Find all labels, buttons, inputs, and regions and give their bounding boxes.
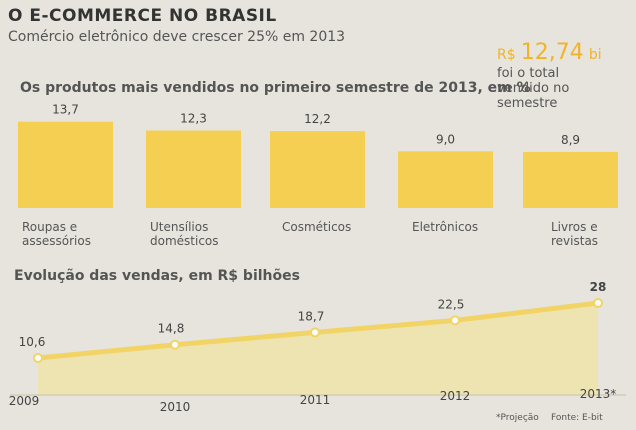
bar xyxy=(398,151,493,208)
category-label: Utensílios domésticos xyxy=(150,220,219,248)
category-label: Cosméticos xyxy=(282,220,352,234)
value-label: 9,0 xyxy=(436,132,455,146)
highlight-prefix: R$ xyxy=(497,47,516,63)
line-chart-title: Evolução das vendas, em R$ bilhões xyxy=(14,268,300,284)
value-label: 28 xyxy=(590,280,607,294)
subtitle: Comércio eletrônico deve crescer 25% em … xyxy=(8,29,346,45)
category-label: Roupas e assessórios xyxy=(22,220,91,248)
value-label: 13,7 xyxy=(52,103,79,117)
point xyxy=(450,315,460,326)
highlight-value: 12,74 xyxy=(520,40,584,65)
value-label: 10,6 xyxy=(19,335,46,349)
bar xyxy=(270,131,365,208)
source: Fonte: E-bit xyxy=(551,413,603,423)
x-tick-label: 2009 xyxy=(9,394,40,408)
category-label: Eletrônicos xyxy=(412,220,479,234)
value-label: 14,8 xyxy=(158,322,185,336)
bar xyxy=(146,130,241,208)
x-tick-label: 2012 xyxy=(440,389,471,403)
title: O E-COMMERCE NO BRASIL xyxy=(8,6,277,26)
note: *Projeção xyxy=(496,413,539,423)
value-label: 12,2 xyxy=(304,112,331,126)
point xyxy=(593,298,603,309)
point xyxy=(33,353,43,364)
x-tick-label: 2011 xyxy=(300,393,331,407)
bar-chart-title: Os produtos mais vendidos no primeiro se… xyxy=(20,80,531,96)
highlight: R$ 12,74 bi xyxy=(497,40,602,65)
category-label: Livros e revistas xyxy=(551,220,599,248)
value-label: 12,3 xyxy=(180,112,207,126)
value-label: 8,9 xyxy=(561,133,580,147)
value-label: 18,7 xyxy=(298,309,325,323)
highlight-suffix: bi xyxy=(588,47,602,63)
highlight-text: foi o total vendido no semestre xyxy=(497,66,570,111)
bar xyxy=(18,121,113,208)
point xyxy=(310,327,320,338)
x-tick-label: 2010 xyxy=(160,400,191,414)
point xyxy=(170,339,180,350)
value-label: 22,5 xyxy=(438,297,465,311)
bar xyxy=(523,151,618,208)
area xyxy=(38,303,598,395)
x-tick-label: 2013* xyxy=(580,387,617,401)
